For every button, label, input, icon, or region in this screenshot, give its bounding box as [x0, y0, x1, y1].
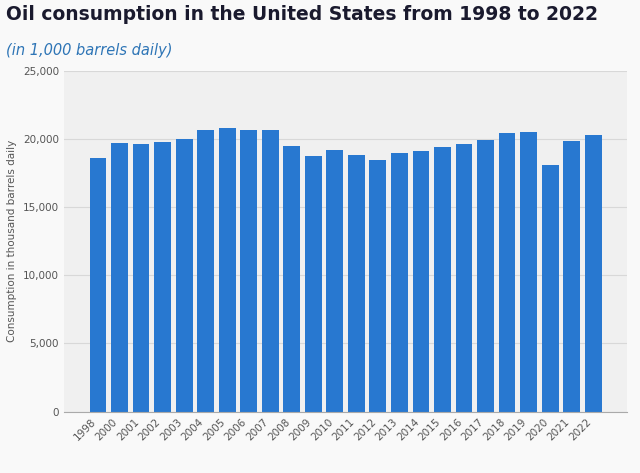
Bar	[520, 131, 537, 412]
Bar	[219, 128, 236, 412]
Bar	[90, 158, 106, 412]
Bar	[413, 151, 429, 412]
Bar	[284, 146, 300, 412]
Bar	[305, 156, 322, 412]
Bar	[477, 140, 494, 412]
Bar	[197, 130, 214, 412]
Text: Oil consumption in the United States from 1998 to 2022: Oil consumption in the United States fro…	[6, 5, 598, 24]
Bar	[240, 130, 257, 412]
Bar	[111, 143, 128, 412]
Bar	[176, 139, 193, 412]
Bar	[348, 155, 365, 412]
Bar	[262, 130, 278, 412]
Bar	[132, 144, 150, 412]
Bar	[499, 133, 515, 412]
Bar	[369, 159, 387, 412]
Bar	[541, 165, 559, 412]
Y-axis label: Consumption in thousand barrels daily: Consumption in thousand barrels daily	[8, 140, 17, 342]
Bar	[154, 142, 171, 412]
Bar	[391, 153, 408, 412]
Bar	[563, 140, 580, 412]
Bar	[326, 150, 343, 412]
Bar	[585, 135, 602, 412]
Bar	[434, 147, 451, 412]
Text: (in 1,000 barrels daily): (in 1,000 barrels daily)	[6, 43, 173, 58]
Bar	[456, 144, 472, 412]
